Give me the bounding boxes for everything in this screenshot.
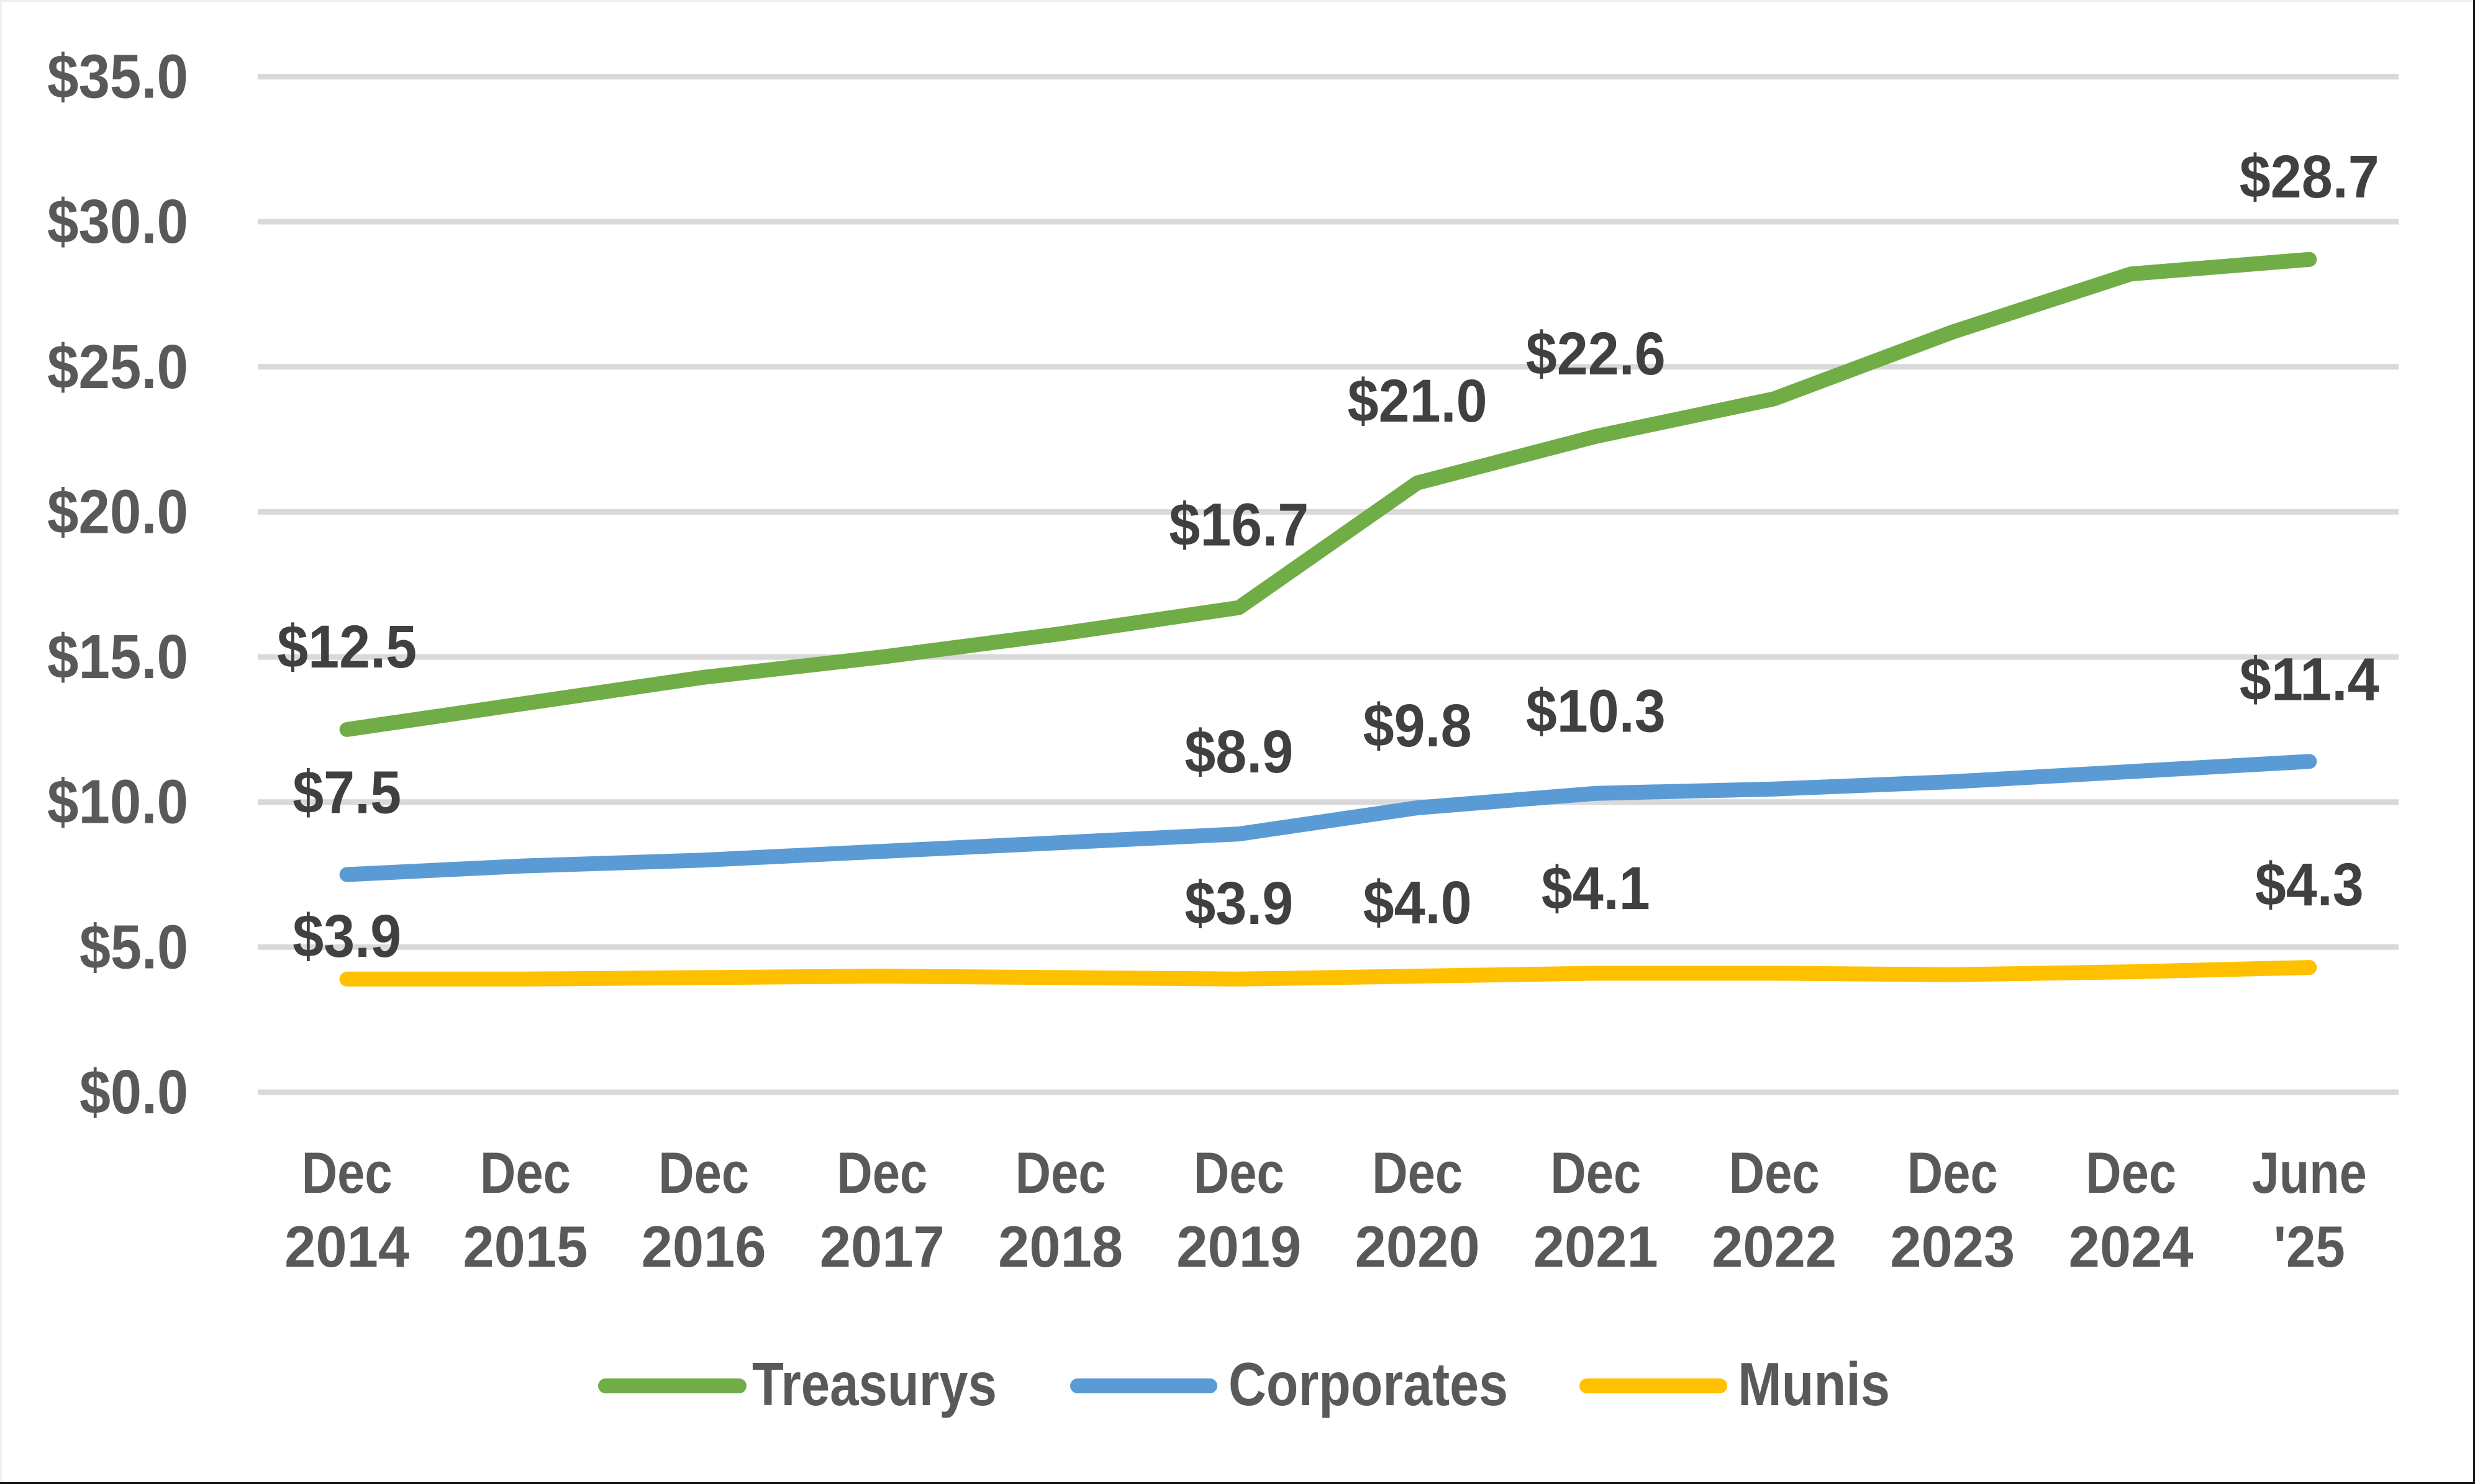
svg-text:2022: 2022 [1712, 1214, 1837, 1279]
svg-text:Dec: Dec [1372, 1140, 1463, 1205]
svg-text:$3.9: $3.9 [293, 902, 401, 970]
svg-text:$3.9: $3.9 [1184, 869, 1293, 937]
svg-text:$0.0: $0.0 [79, 1057, 188, 1127]
svg-text:June: June [2252, 1140, 2367, 1205]
svg-text:'25: '25 [2274, 1214, 2345, 1279]
svg-text:$10.3: $10.3 [1526, 677, 1666, 745]
svg-text:$28.7: $28.7 [2240, 143, 2379, 210]
svg-text:$7.5: $7.5 [293, 759, 401, 826]
svg-text:Dec: Dec [1550, 1140, 1641, 1205]
svg-text:$22.6: $22.6 [1526, 320, 1666, 387]
svg-text:Dec: Dec [2086, 1140, 2176, 1205]
svg-text:Dec: Dec [1015, 1140, 1106, 1205]
svg-text:Dec: Dec [837, 1140, 927, 1205]
svg-text:Dec: Dec [1729, 1140, 1820, 1205]
svg-text:$25.0: $25.0 [47, 332, 188, 402]
svg-text:$5.0: $5.0 [79, 912, 188, 982]
svg-text:$8.9: $8.9 [1184, 718, 1293, 785]
svg-text:Dec: Dec [658, 1140, 749, 1205]
svg-text:Dec: Dec [302, 1140, 393, 1205]
svg-text:2019: 2019 [1176, 1214, 1301, 1279]
svg-text:$16.7: $16.7 [1169, 491, 1309, 559]
svg-text:Dec: Dec [1907, 1140, 1998, 1205]
svg-text:2014: 2014 [284, 1214, 409, 1279]
svg-text:$30.0: $30.0 [47, 187, 188, 256]
svg-text:2015: 2015 [463, 1214, 588, 1279]
svg-text:$4.1: $4.1 [1542, 854, 1650, 922]
svg-text:$4.0: $4.0 [1363, 869, 1472, 936]
svg-text:2018: 2018 [998, 1214, 1123, 1279]
svg-text:$12.5: $12.5 [277, 613, 417, 681]
svg-text:$20.0: $20.0 [47, 477, 188, 546]
svg-text:$9.8: $9.8 [1363, 692, 1472, 759]
svg-text:2016: 2016 [642, 1214, 766, 1279]
svg-text:2021: 2021 [1533, 1214, 1658, 1279]
svg-text:2020: 2020 [1355, 1214, 1480, 1279]
svg-text:2023: 2023 [1890, 1214, 2015, 1279]
svg-text:Treasurys: Treasurys [752, 1350, 997, 1418]
svg-text:Dec: Dec [1194, 1140, 1284, 1205]
svg-text:2024: 2024 [2069, 1214, 2194, 1279]
svg-text:$15.0: $15.0 [47, 622, 188, 692]
svg-text:$11.4: $11.4 [2240, 645, 2379, 713]
svg-text:Dec: Dec [480, 1140, 571, 1205]
svg-text:$21.0: $21.0 [1348, 367, 1487, 435]
svg-text:Munis: Munis [1738, 1350, 1890, 1418]
svg-text:$4.3: $4.3 [2255, 851, 2364, 918]
svg-text:$10.0: $10.0 [47, 767, 188, 837]
svg-text:2017: 2017 [820, 1214, 945, 1279]
svg-text:Corporates: Corporates [1228, 1350, 1508, 1418]
svg-text:$35.0: $35.0 [47, 42, 188, 112]
